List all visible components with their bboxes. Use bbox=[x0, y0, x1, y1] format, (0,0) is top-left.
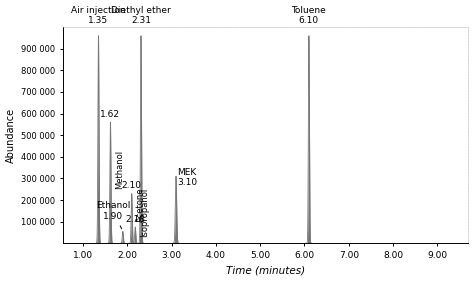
Text: 1.62: 1.62 bbox=[100, 110, 120, 119]
X-axis label: Time (minutes): Time (minutes) bbox=[226, 266, 305, 275]
Text: Diethyl ether
2.31: Diethyl ether 2.31 bbox=[111, 6, 171, 25]
Text: Toluene
6.10: Toluene 6.10 bbox=[292, 6, 326, 25]
Text: Isopropanol: Isopropanol bbox=[140, 187, 149, 237]
Text: 2.10: 2.10 bbox=[122, 181, 142, 190]
Text: Methanol: Methanol bbox=[115, 150, 124, 189]
Text: Air injection
1.35: Air injection 1.35 bbox=[71, 6, 126, 25]
Text: MEK
3.10: MEK 3.10 bbox=[177, 167, 197, 187]
Text: Ethanol
1.90: Ethanol 1.90 bbox=[96, 201, 130, 229]
Text: Acetone: Acetone bbox=[136, 187, 145, 222]
Y-axis label: Abundance: Abundance bbox=[6, 108, 16, 163]
Text: 2.18: 2.18 bbox=[125, 215, 145, 224]
